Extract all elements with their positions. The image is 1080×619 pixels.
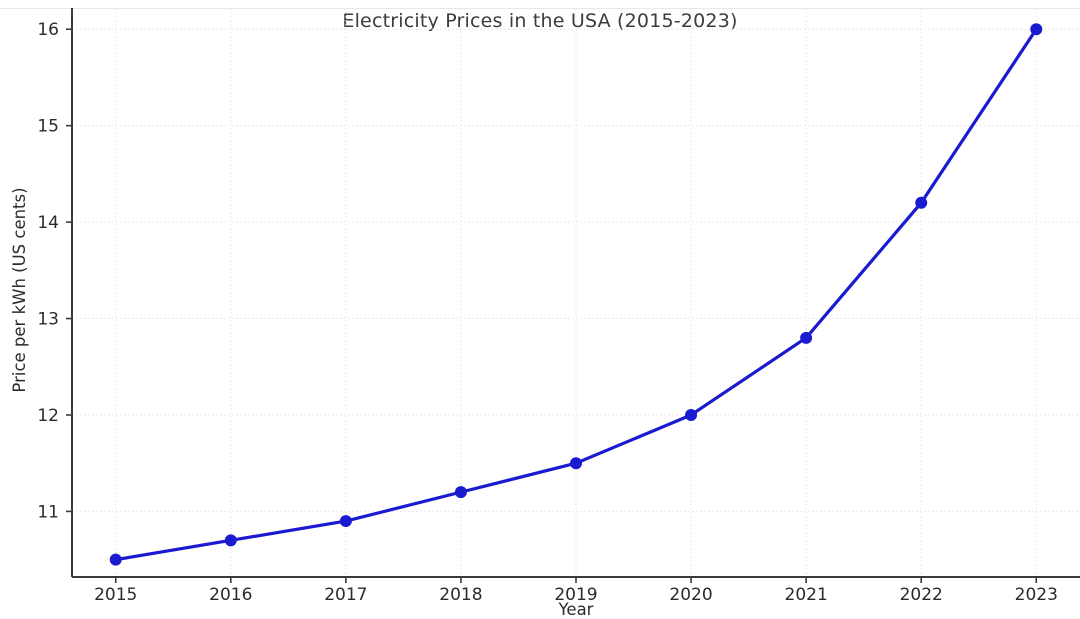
- y-tick-label: 16: [37, 20, 59, 40]
- data-point-marker: [915, 196, 928, 209]
- horizontal-gridlines: [72, 28, 1080, 512]
- x-tick-label: 2016: [209, 585, 252, 605]
- x-tick-label: 2018: [439, 585, 482, 605]
- x-tick-label: 2022: [900, 585, 943, 605]
- data-point-marker: [800, 331, 813, 344]
- x-axis-tick-labels: 2015 2016 2017 2018 2019 2020 2021 2022 2023: [94, 585, 1058, 605]
- y-tick-label: 13: [37, 310, 59, 330]
- data-point-marker: [1030, 23, 1043, 36]
- data-point-marker: [685, 408, 698, 421]
- x-tick-label: 2020: [669, 585, 712, 605]
- data-point-marker: [224, 534, 237, 547]
- vertical-gridlines: [115, 8, 1037, 577]
- y-tick-label: 14: [37, 213, 59, 233]
- data-point-marker: [339, 515, 352, 528]
- x-tick-label: 2021: [785, 585, 828, 605]
- y-tick-label: 11: [37, 502, 59, 522]
- y-axis-ticks: [66, 28, 72, 513]
- chart-title: Electricity Prices in the USA (2015-2023…: [342, 10, 738, 32]
- data-point-marker: [454, 486, 467, 499]
- x-axis-label: Year: [558, 601, 594, 619]
- x-axis-label-clip: Year: [72, 601, 1080, 619]
- x-tick-label: 2019: [554, 585, 597, 605]
- y-axis-label: Price per kWh (US cents): [10, 187, 29, 393]
- figure-top-border: [0, 8, 1080, 9]
- x-axis-ticks: [114, 577, 1038, 583]
- y-axis-tick-labels: 11 12 13 14 15 16: [37, 20, 59, 522]
- y-tick-label: 15: [37, 117, 59, 137]
- data-point-marker: [109, 553, 122, 566]
- price-data-markers: [109, 23, 1043, 566]
- x-tick-label: 2017: [324, 585, 367, 605]
- data-point-marker: [570, 457, 582, 470]
- y-tick-label: 12: [37, 406, 59, 426]
- x-tick-label: 2015: [94, 585, 137, 605]
- x-tick-label: 2023: [1015, 585, 1058, 605]
